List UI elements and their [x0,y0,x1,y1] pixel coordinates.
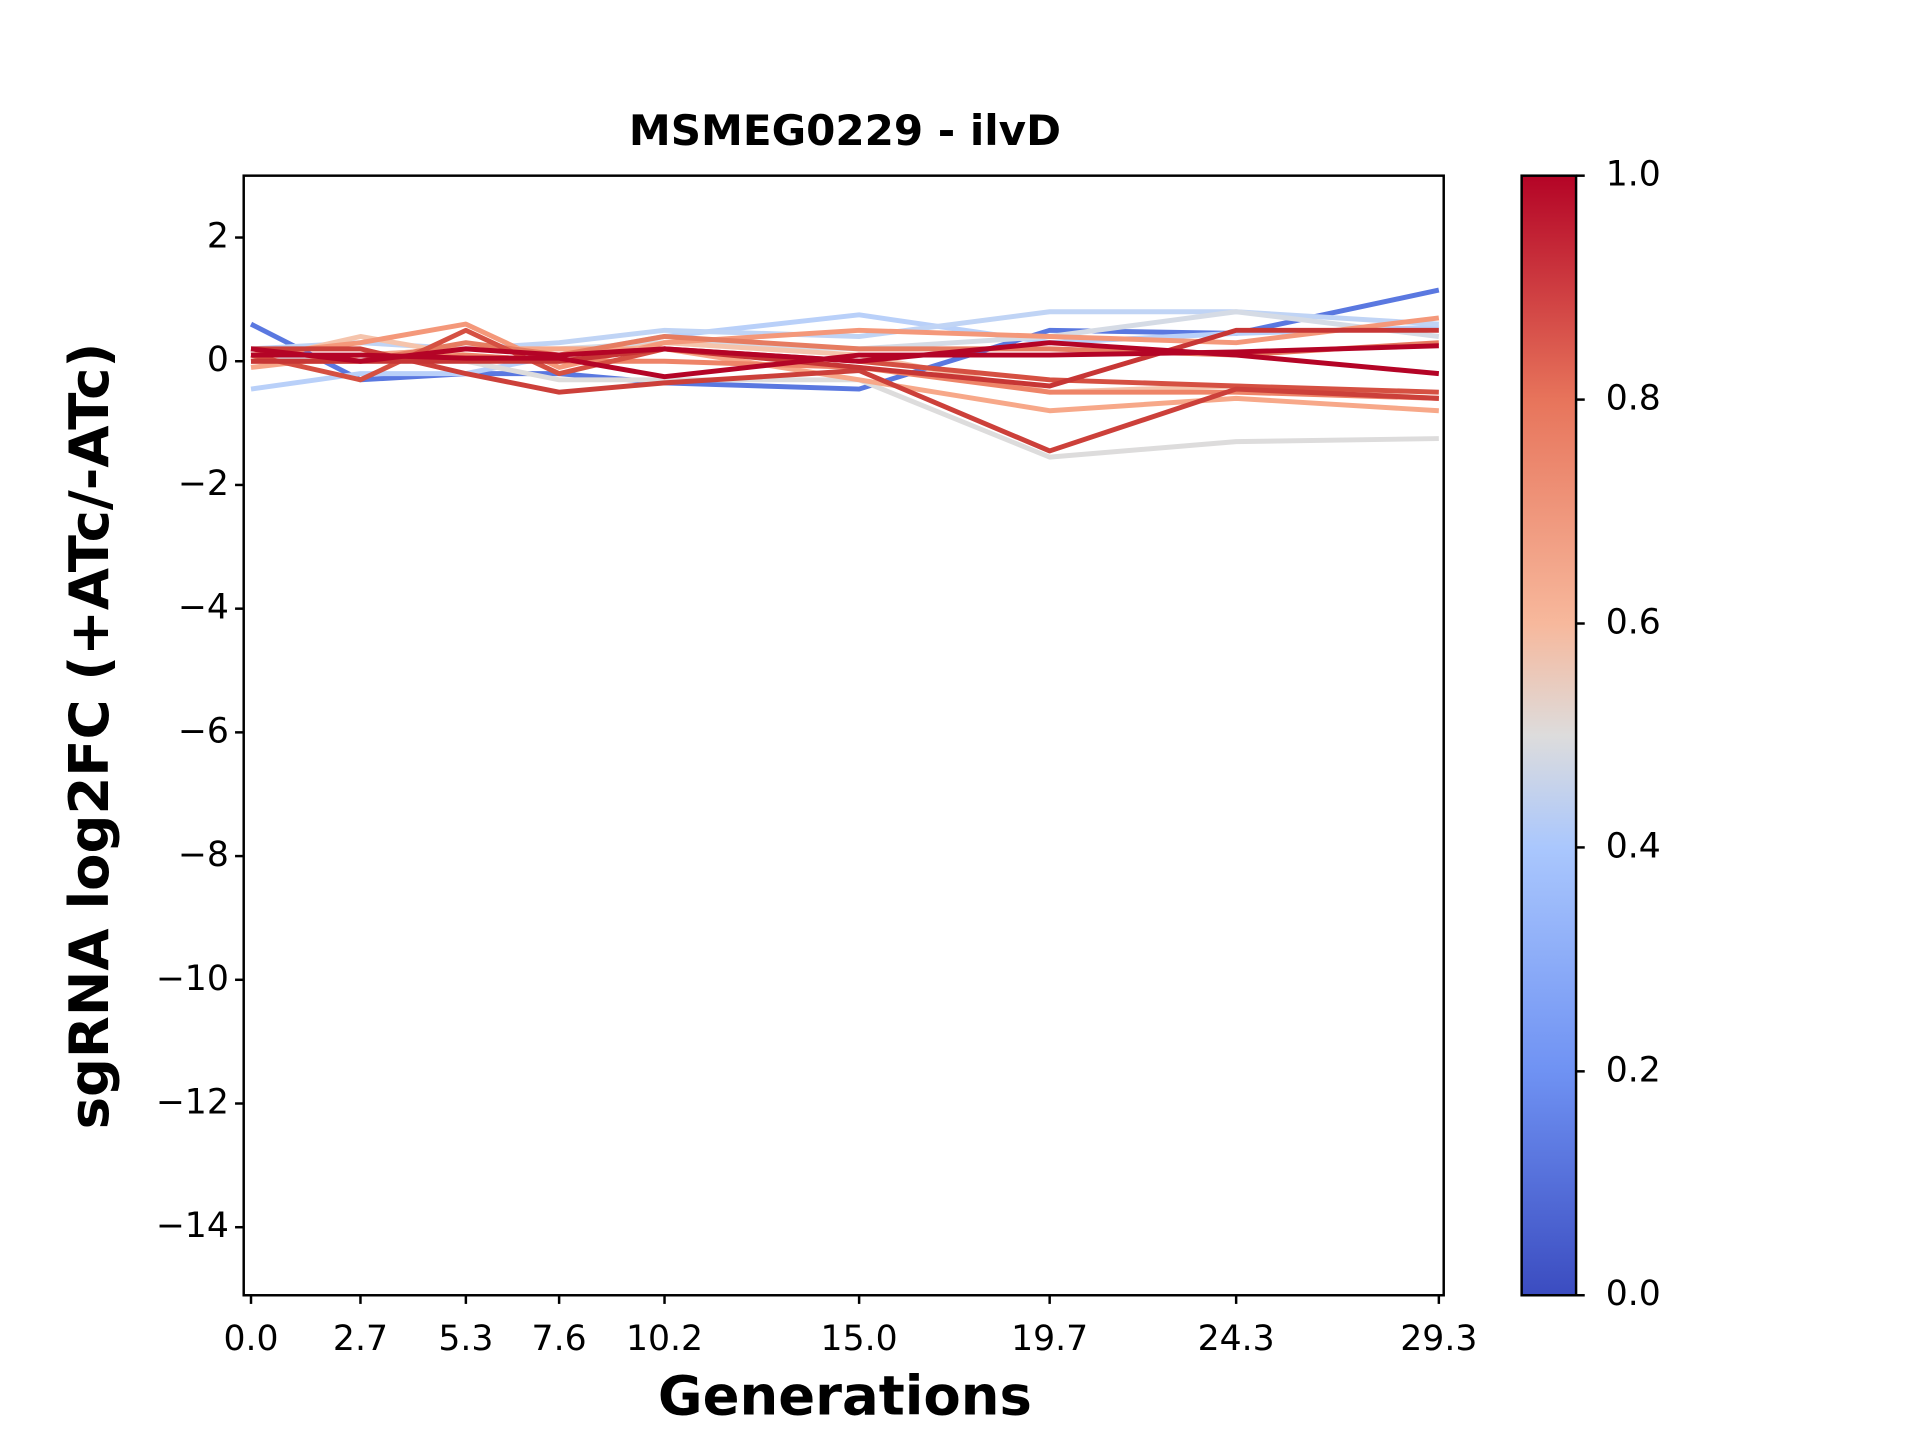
x-tick-label: 29.3 [1400,1319,1477,1359]
y-tick-label: 2 [207,217,229,257]
colorbar-tick-label: 0.4 [1606,826,1661,866]
x-tick-label: 5.3 [438,1319,493,1359]
colorbar-tick-label: 0.0 [1606,1274,1661,1314]
x-tick-label: 0.0 [223,1319,278,1359]
y-tick-label: −10 [156,959,229,999]
plot-frame [242,174,1445,1297]
x-tick-label: 15.0 [821,1319,898,1359]
colorbar-tick-label: 0.2 [1606,1050,1661,1090]
y-tick-label: −12 [156,1083,229,1123]
colorbar-tick-label: 0.6 [1606,603,1661,643]
colorbar-tick-label: 0.8 [1606,379,1661,419]
x-tick-label: 2.7 [333,1319,388,1359]
x-tick-label: 24.3 [1198,1319,1275,1359]
colorbar [1520,174,1578,1297]
x-tick-label: 10.2 [626,1319,703,1359]
plot-lines [249,287,1440,460]
chart-title: MSMEG0229 - ilvD [629,106,1061,155]
y-tick-label: −8 [178,835,229,875]
series-line [251,343,1439,380]
x-axis-label: Generations [658,1363,1032,1427]
y-tick-label: −4 [178,588,229,628]
y-tick-label: −14 [156,1206,229,1246]
y-tick-label: −2 [178,464,229,504]
y-tick-label: −6 [178,711,229,751]
x-tick-label: 7.6 [532,1319,587,1359]
x-tick-label: 19.7 [1011,1319,1088,1359]
y-axis-label: sgRNA log2FC (+ATc/-ATc) [57,343,121,1130]
y-tick-label: 0 [207,340,229,380]
colorbar-tick-label: 1.0 [1606,155,1661,195]
series-line [250,315,1440,370]
